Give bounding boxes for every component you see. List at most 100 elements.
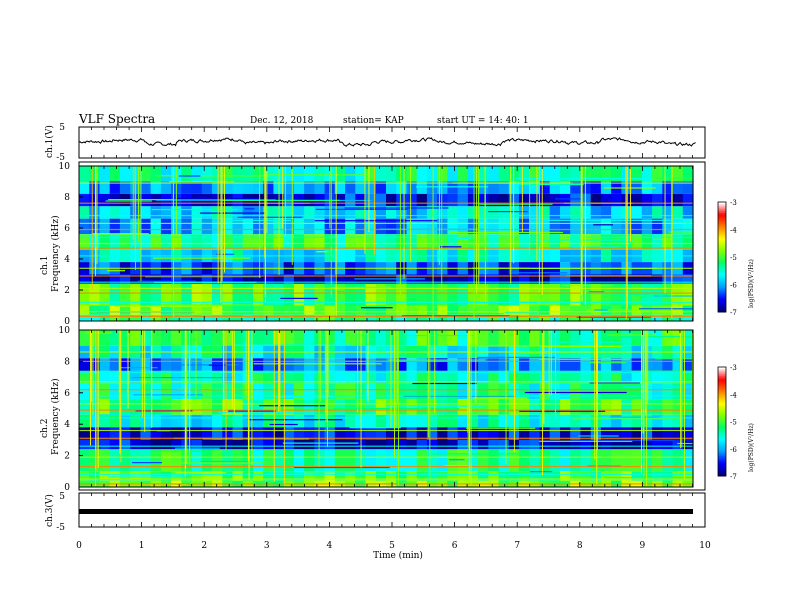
- spectrogram-cell: [109, 274, 121, 284]
- spectrogram-cell: [437, 283, 448, 306]
- colorbar-swatch: [718, 412, 726, 415]
- spectrogram-cell: [150, 314, 162, 321]
- colorbar-swatch: [718, 383, 726, 386]
- spectrogram-cell: [130, 330, 141, 346]
- spectrogram-cell: [232, 471, 244, 481]
- spectrogram-cell: [519, 206, 530, 219]
- spectrogram-cell: [416, 330, 428, 346]
- spectrogram-cell: [89, 181, 100, 194]
- colorbar-swatch: [718, 426, 726, 430]
- spectrogram-sferic-line: [548, 330, 550, 398]
- spectrogram-cell: [99, 218, 111, 235]
- spectrogram-cell: [140, 427, 152, 440]
- spectrogram-sferic-line: [473, 166, 475, 320]
- spectrogram-cell: [682, 399, 694, 415]
- spectrogram-cell: [611, 274, 622, 284]
- spectrogram-cell: [580, 414, 592, 428]
- spectrogram-cell: [304, 383, 315, 400]
- colorbar-swatch: [718, 233, 726, 236]
- spectrogram-cell: [365, 414, 377, 428]
- spectrogram-cell: [416, 471, 428, 481]
- spectrogram-cell: [416, 439, 428, 450]
- spectrogram-cell: [119, 274, 131, 284]
- ch3-ytick-neg5: -5: [56, 523, 65, 533]
- spectrogram-cell: [293, 181, 305, 194]
- spectrogram-cell: [375, 193, 387, 207]
- spectrogram-cell: [334, 206, 346, 219]
- spectrogram-cell: [682, 449, 694, 472]
- spectrogram-sferic-line: [140, 166, 142, 282]
- spectrogram-cell: [560, 449, 571, 472]
- spectrogram-cell: [345, 439, 356, 450]
- spectrogram-cell: [191, 166, 203, 182]
- spectrogram-cell: [447, 314, 459, 321]
- spectrogram-cell: [109, 181, 121, 194]
- spectrogram-cell: [345, 414, 356, 428]
- spectrogram-cell: [406, 314, 418, 321]
- spectrogram-cell: [488, 218, 500, 235]
- colorbar-swatch: [718, 390, 726, 393]
- spectrogram-cell: [334, 283, 346, 306]
- spectrogram-texture: [416, 186, 489, 188]
- spectrogram-cell: [652, 383, 663, 400]
- spectrogram-cell: [160, 383, 172, 400]
- colorbar-swatch: [718, 377, 726, 381]
- spectrogram-cell: [304, 274, 315, 284]
- spectrogram-cell: [447, 283, 459, 306]
- spectrogram-cell: [242, 274, 254, 284]
- spectrogram-cell: [201, 330, 213, 346]
- spectrogram-cell: [263, 439, 274, 450]
- spectrogram-cell: [232, 383, 244, 400]
- spectrogram-cell: [150, 399, 162, 415]
- spectrogram-texture: [477, 356, 556, 358]
- spectrogram-sferic-line: [468, 330, 470, 479]
- spectrogram-texture: [151, 209, 238, 211]
- spectrogram-cell: [79, 383, 90, 400]
- spectrogram-cell: [191, 283, 203, 306]
- spectrogram-cell: [345, 283, 356, 306]
- spectrogram-sferic-line: [596, 330, 598, 485]
- spectrogram-cell: [212, 330, 223, 346]
- spectrogram-cell: [171, 399, 182, 415]
- spectrogram-narrowband-line: [79, 267, 693, 269]
- spectrogram-cell: [89, 414, 100, 428]
- spectrogram-cell: [590, 181, 602, 194]
- spectrogram-texture: [593, 224, 613, 226]
- spectrogram-cell: [181, 305, 193, 315]
- spectrogram-cell: [519, 427, 530, 440]
- spectrogram-cell: [191, 427, 203, 440]
- spectrogram-cell: [314, 471, 326, 481]
- spectrogram-texture: [444, 465, 468, 467]
- spectrogram-cell: [375, 305, 387, 315]
- spectrogram-cell: [314, 439, 326, 450]
- spectrogram-cell: [334, 330, 346, 346]
- spectrogram-cell: [549, 206, 561, 219]
- spectrogram-cell: [222, 234, 234, 250]
- spectrogram-cell: [478, 358, 489, 371]
- spectrogram-cell: [488, 383, 500, 400]
- spectrogram-cell: [508, 274, 520, 284]
- spectrogram-texture: [504, 312, 539, 314]
- spectrogram-cell: [109, 399, 121, 415]
- colorbar-label: log(PSD)(V²/Hz): [748, 259, 755, 308]
- spectrogram-texture: [524, 391, 627, 394]
- spectrogram-cell: [150, 218, 162, 235]
- colorbar-swatch: [718, 253, 726, 256]
- spectrogram-cell: [375, 314, 387, 321]
- spectrogram-cell: [426, 471, 438, 481]
- spectrogram-cell: [488, 370, 500, 384]
- spectrogram-cell: [580, 314, 592, 321]
- spectrogram-cell: [580, 449, 592, 472]
- spectrogram-cell: [498, 358, 510, 371]
- spectrogram-sferic-line: [367, 330, 369, 403]
- spectrogram-texture: [217, 411, 318, 413]
- colorbar-swatch: [718, 222, 726, 225]
- spectrogram-cell: [365, 181, 377, 194]
- spectrogram-cell: [529, 181, 541, 194]
- spectrogram-cell: [119, 427, 131, 440]
- spectrogram-cell: [160, 449, 172, 472]
- spectrogram-cell: [191, 234, 203, 250]
- colorbar-swatch: [718, 436, 726, 439]
- spectrogram-cell: [590, 449, 602, 472]
- colorbar-swatch: [718, 367, 726, 370]
